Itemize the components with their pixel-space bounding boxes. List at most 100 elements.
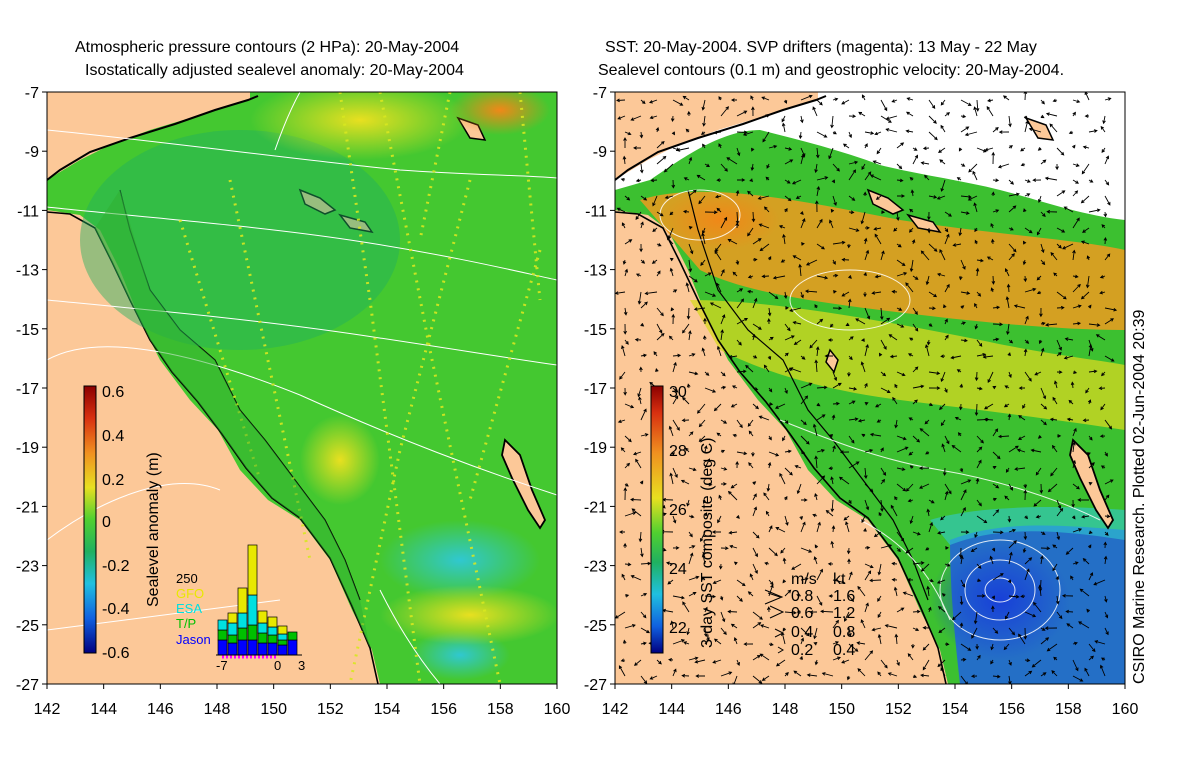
velocity-vector xyxy=(615,291,626,295)
velocity-vector xyxy=(672,467,678,479)
velocity-vector xyxy=(752,403,760,410)
velocity-vector xyxy=(848,499,852,505)
left-lat-label: -11 xyxy=(17,203,39,220)
velocity-vector xyxy=(649,675,658,680)
velocity-vector xyxy=(864,343,869,357)
velocity-vector xyxy=(669,211,674,216)
velocity-vector xyxy=(624,403,635,409)
velocity-vector xyxy=(848,160,859,165)
velocity-vector xyxy=(640,221,644,229)
velocity-vector xyxy=(780,547,786,554)
velocity-vector xyxy=(958,403,963,411)
velocity-vector xyxy=(975,643,979,650)
velocity-vector xyxy=(745,364,754,373)
velocity-vector xyxy=(845,521,850,533)
velocity-vector xyxy=(784,335,795,341)
velocity-vector xyxy=(869,432,882,437)
velocity-legend-kt-3: 0.4 xyxy=(833,642,855,659)
velocity-vector xyxy=(701,347,706,357)
right-lat-label: -9 xyxy=(593,144,607,161)
velocity-vector xyxy=(635,178,642,183)
velocity-vector xyxy=(896,467,906,471)
velocity-vector xyxy=(704,627,708,638)
velocity-vector xyxy=(848,387,858,391)
velocity-vector xyxy=(912,674,918,679)
velocity-vector xyxy=(704,272,712,277)
velocity-vector xyxy=(1018,386,1026,390)
velocity-vector xyxy=(992,509,1000,517)
velocity-vector xyxy=(832,306,843,311)
velocity-vector xyxy=(960,114,967,119)
velocity-vector xyxy=(1037,147,1042,151)
velocity-vector xyxy=(816,318,824,325)
velocity-vector xyxy=(1072,217,1080,229)
velocity-vector xyxy=(1072,283,1081,293)
velocity-vector xyxy=(991,151,996,165)
right-lon-label: 152 xyxy=(885,701,912,718)
velocity-vector xyxy=(1061,593,1074,598)
velocity-vector xyxy=(832,273,839,278)
velocity-vector xyxy=(652,227,658,233)
velocity-vector xyxy=(928,386,941,390)
velocity-vector xyxy=(735,189,740,197)
histogram-bar-segment xyxy=(227,634,238,644)
velocity-vector xyxy=(1003,403,1010,408)
velocity-vector xyxy=(848,275,852,279)
velocity-vector xyxy=(896,307,903,311)
velocity-vector xyxy=(1008,551,1013,565)
histogram-bar-segment xyxy=(267,642,278,656)
velocity-vector xyxy=(869,578,882,583)
velocity-vector xyxy=(928,131,938,141)
histogram-bar-segment xyxy=(237,639,248,656)
left-lat-label: -21 xyxy=(16,499,39,516)
velocity-vector xyxy=(846,547,851,555)
velocity-vector xyxy=(1066,417,1074,422)
velocity-vector xyxy=(800,577,809,581)
velocity-vector xyxy=(1023,489,1028,501)
velocity-vector xyxy=(1088,643,1096,653)
left-lon-label: 160 xyxy=(544,701,571,718)
velocity-vector xyxy=(784,323,791,332)
velocity-vector xyxy=(640,353,648,358)
velocity-vector xyxy=(1002,95,1010,101)
right-lon-label: 148 xyxy=(772,701,799,718)
velocity-vector xyxy=(1037,195,1042,203)
velocity-vector xyxy=(752,387,759,391)
velocity-vector xyxy=(781,115,786,123)
velocity-vector xyxy=(838,476,850,485)
velocity-vector xyxy=(711,530,721,534)
velocity-vector xyxy=(905,547,914,554)
velocity-vector xyxy=(880,307,884,321)
velocity-vector xyxy=(828,594,833,598)
velocity-vector xyxy=(703,512,708,517)
right-lon-label: 146 xyxy=(715,701,742,718)
histogram-bar-segment xyxy=(277,644,288,656)
velocity-vector xyxy=(1056,291,1067,300)
velocity-vector xyxy=(639,480,644,485)
velocity-vector xyxy=(918,466,930,470)
velocity-vector xyxy=(1040,243,1045,254)
velocity-vector xyxy=(768,642,774,647)
velocity-vector xyxy=(1072,659,1079,672)
velocity-vector xyxy=(1008,594,1020,599)
velocity-vector xyxy=(877,671,882,677)
velocity-vector xyxy=(1040,99,1045,105)
velocity-vector xyxy=(880,250,885,261)
velocity-vector xyxy=(633,659,642,666)
velocity-vector xyxy=(912,435,921,443)
histogram-bar-segment xyxy=(257,632,268,644)
velocity-vector xyxy=(832,445,836,453)
velocity-vector xyxy=(640,611,647,619)
left-lat-label: -15 xyxy=(16,322,39,339)
velocity-vector xyxy=(871,291,882,295)
velocity-vector xyxy=(984,403,994,410)
velocity-vector xyxy=(956,177,962,181)
velocity-vector xyxy=(880,659,888,669)
velocity-vector xyxy=(816,176,829,181)
velocity-vector xyxy=(976,435,984,444)
left-cb-tick-m0.6: -0.6 xyxy=(102,645,130,662)
velocity-vector xyxy=(971,627,978,639)
velocity-vector xyxy=(1086,608,1090,613)
velocity-vector xyxy=(897,194,906,198)
velocity-vector xyxy=(863,467,868,480)
